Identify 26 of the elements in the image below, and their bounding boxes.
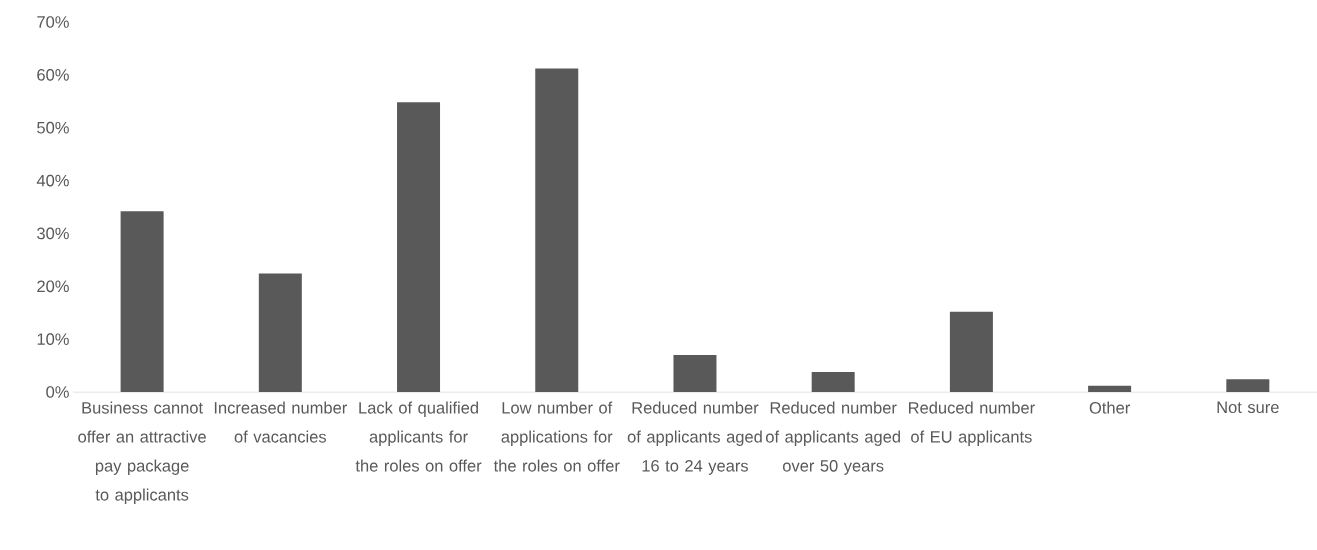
bar	[1088, 385, 1132, 392]
x-tick-label: Lack of qualified applicants for the roles on offer	[355, 401, 482, 472]
bar	[397, 102, 441, 392]
x-tick-label: Low number of applications for the roles on offer	[493, 401, 620, 472]
bar	[949, 311, 993, 392]
y-tick-label: 70%	[37, 16, 69, 28]
bar	[811, 371, 855, 392]
y-tick-label: 50%	[37, 121, 69, 134]
bar	[535, 68, 579, 392]
y-tick-label: 40%	[36, 174, 69, 187]
y-tick-label: 10%	[37, 333, 69, 345]
y-tick-label: 20%	[37, 280, 69, 293]
x-tick-label: Other	[1089, 401, 1130, 414]
bar	[120, 211, 164, 392]
x-tick-label: Business cannot offer an attractive pay package to applicants	[78, 401, 206, 504]
x-tick-label: Reduced number of applicants aged over 50 years	[765, 401, 900, 475]
y-tick-label: 30%	[37, 227, 69, 240]
bar	[673, 355, 717, 392]
bar	[258, 273, 302, 392]
y-tick-label: 60%	[37, 69, 69, 81]
x-tick-label: Reduced number of EU applicants	[909, 401, 1035, 446]
x-tick-label: Not sure	[1217, 401, 1279, 414]
x-tick-label: Increased number of vacancies	[214, 401, 347, 443]
y-tick-label: 0%	[46, 386, 69, 398]
bar	[1226, 379, 1270, 392]
x-tick-label: Reduced number of applicants aged 16 to 24 years	[627, 401, 762, 475]
